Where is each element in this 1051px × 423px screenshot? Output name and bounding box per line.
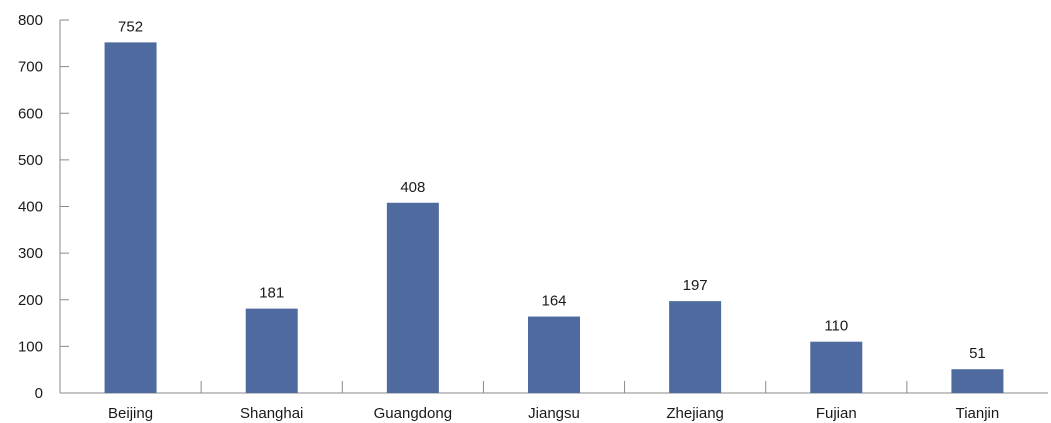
y-tick-label: 100 — [18, 338, 43, 355]
bar-guangdong — [386, 202, 439, 393]
bar-jiangsu — [528, 316, 580, 393]
category-label: Shanghai — [240, 405, 303, 422]
category-label: Tianjin — [956, 405, 1000, 422]
bar-shanghai — [245, 308, 298, 393]
y-tick-label: 500 — [18, 152, 43, 169]
bar-zhejiang — [669, 301, 722, 393]
data-label: 164 — [541, 293, 566, 310]
bar-beijing — [104, 42, 157, 393]
y-tick-label: 200 — [18, 292, 43, 309]
y-tick-label: 700 — [18, 59, 43, 76]
category-label: Jiangsu — [528, 405, 580, 422]
y-tick-label: 0 — [35, 385, 43, 402]
x-axis: Beijing Shanghai Guangdong Jiangsu Zhejiang F… — [60, 381, 1048, 422]
category-label: Guangdong — [374, 405, 452, 422]
y-tick-label: 400 — [18, 199, 43, 216]
data-label: 197 — [683, 277, 708, 294]
data-label: 408 — [400, 179, 425, 196]
data-label: 51 — [969, 345, 986, 362]
category-label: Fujian — [816, 405, 857, 422]
data-label: 752 — [118, 18, 143, 35]
y-tick-label: 800 — [18, 12, 43, 29]
data-label: 181 — [259, 285, 284, 302]
y-axis: 0 100 200 300 400 500 600 700 800 — [18, 12, 69, 402]
bar-tianjin — [951, 369, 1004, 393]
category-label: Zhejiang — [666, 405, 724, 422]
y-tick-label: 300 — [18, 245, 43, 262]
bar-fujian — [810, 341, 863, 393]
category-label: Beijing — [108, 405, 153, 422]
data-label: 110 — [824, 318, 848, 335]
y-tick-label: 600 — [18, 105, 43, 122]
bars: 752 181 408 164 197 110 51 — [104, 18, 1004, 393]
